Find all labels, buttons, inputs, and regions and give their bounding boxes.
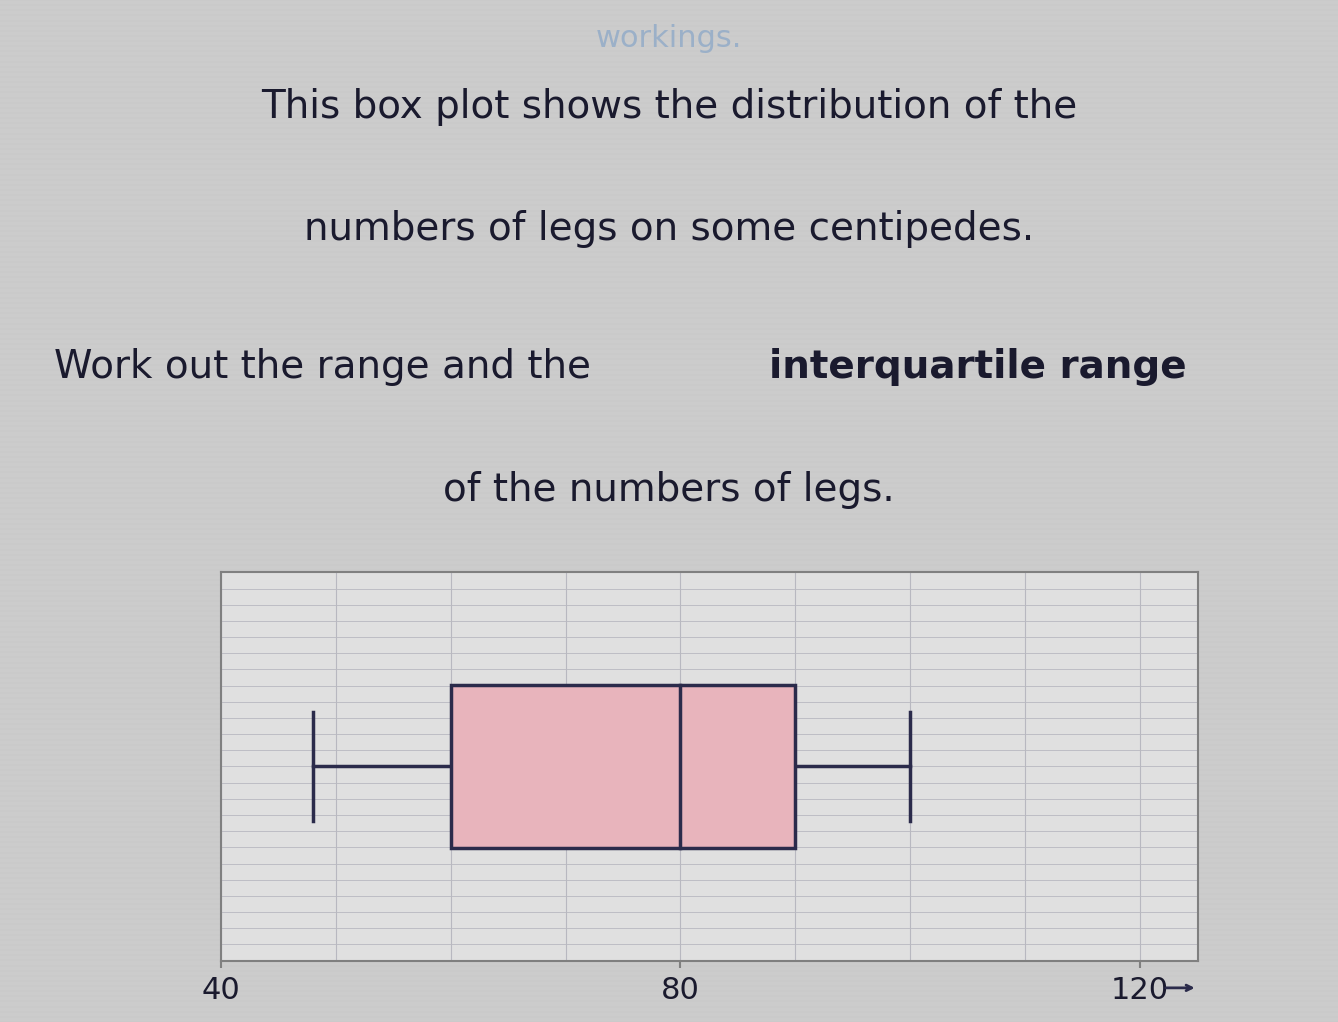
Text: workings.: workings. [595,24,743,53]
Text: of the numbers of legs.: of the numbers of legs. [443,470,895,509]
Text: This box plot shows the distribution of the: This box plot shows the distribution of … [261,88,1077,126]
Text: interquartile range: interquartile range [769,349,1187,386]
Text: Work out the range and the: Work out the range and the [54,349,603,386]
Text: numbers of legs on some centipedes.: numbers of legs on some centipedes. [304,211,1034,248]
Bar [451,685,795,848]
